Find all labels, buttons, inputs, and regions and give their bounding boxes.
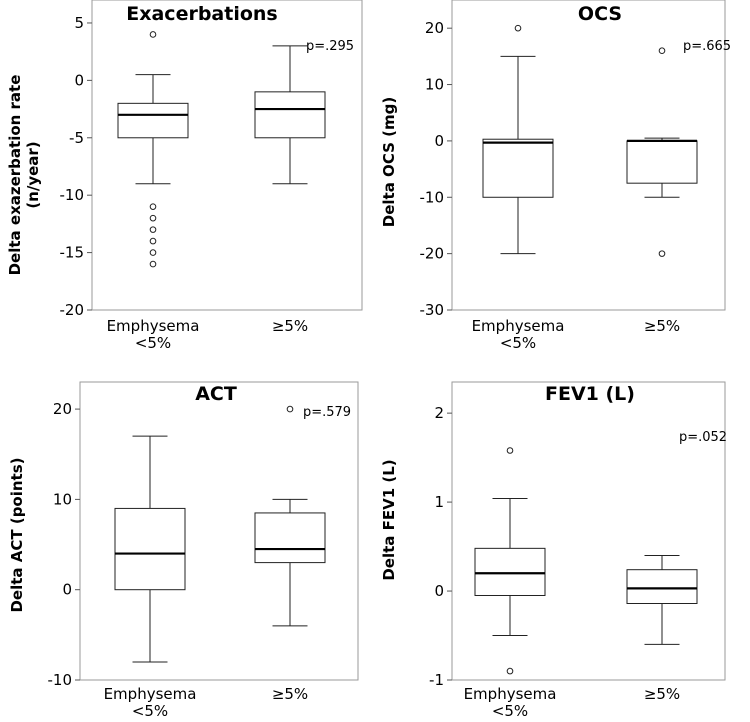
- y-tick-label: 5: [74, 14, 84, 32]
- box-2: [626, 47, 698, 257]
- y-tick-label: -10: [60, 186, 85, 204]
- outlier-point: [658, 250, 666, 257]
- y-axis-label: Delta FEV1 (L): [380, 459, 398, 580]
- y-tick-label: -10: [48, 671, 73, 689]
- outlier-point: [149, 31, 157, 38]
- y-tick-label: -10: [420, 188, 445, 206]
- chart-title: Exacerbations: [126, 3, 277, 25]
- y-axis-label: Delta exazerbation rate(n/year): [6, 75, 42, 276]
- box-2: [626, 554, 698, 645]
- chart-title: ACT: [195, 383, 237, 405]
- iqr-box: [482, 138, 554, 198]
- panel-4: FEV1 (L) Delta FEV1 (L) 2 1 0 -1 Emphysema <5% ≥…: [380, 381, 727, 720]
- plot-frame: [451, 0, 726, 311]
- plot-frame: [79, 381, 359, 681]
- y-tick-label: -1: [429, 671, 444, 689]
- panel-3: ACT Delta ACT (points) 20 10 0 -10 Emphysema <5…: [8, 381, 359, 720]
- iqr-box: [117, 102, 189, 139]
- plot-frame: [451, 381, 726, 681]
- y-tick-label: 0: [74, 71, 84, 89]
- y-tick-label: 0: [62, 581, 72, 599]
- box-2: [254, 405, 326, 627]
- outlier-point: [658, 47, 666, 55]
- outlier-point: [149, 260, 157, 268]
- outlier-point: [286, 405, 294, 413]
- category-label: ≥5%: [644, 317, 680, 335]
- category-label: Emphysema <5%: [104, 685, 197, 720]
- box-1: [474, 447, 546, 675]
- y-tick-label: 0: [434, 582, 444, 600]
- iqr-box: [474, 547, 546, 596]
- y-tick-label: 0: [434, 132, 444, 150]
- chart-title: FEV1 (L): [545, 383, 635, 405]
- y-tick-label: -20: [420, 245, 445, 263]
- outlier-point: [149, 214, 157, 222]
- category-label: Emphysema <5%: [464, 685, 557, 720]
- iqr-box: [626, 140, 698, 184]
- y-tick-label: 10: [425, 76, 444, 94]
- box-1: [482, 24, 554, 255]
- category-label: ≥5%: [272, 317, 308, 335]
- outlier-point: [506, 447, 514, 454]
- category-label: Emphysema <5%: [107, 317, 200, 352]
- y-tick-label: -15: [60, 244, 85, 262]
- p-value-label: p=.052: [679, 430, 727, 445]
- panel-2: OCS Delta OCS (mg) 20 10 0 -10 -20 -30 Emphysema…: [380, 0, 731, 352]
- iqr-box: [254, 512, 326, 564]
- outlier-point: [506, 667, 514, 675]
- p-value-label: p=.665: [683, 39, 731, 54]
- box-1: [114, 435, 186, 663]
- outlier-point: [514, 24, 522, 32]
- panel-1: Exacerbations Delta exazerbation rate(n/y…: [6, 0, 363, 352]
- y-tick-label: -30: [420, 301, 445, 319]
- p-value-label: p=.579: [303, 405, 351, 420]
- outlier-point: [149, 249, 157, 256]
- iqr-box: [254, 91, 326, 139]
- outlier-point: [149, 203, 157, 210]
- category-label: ≥5%: [272, 685, 308, 703]
- category-label: Emphysema <5%: [472, 317, 565, 352]
- p-value-label: p=.295: [306, 39, 354, 54]
- box-1: [117, 31, 189, 268]
- y-tick-label: -20: [60, 301, 85, 319]
- y-tick-label: -5: [69, 129, 84, 147]
- outlier-point: [149, 237, 157, 245]
- y-tick-label: 2: [434, 404, 444, 422]
- y-tick-label: 20: [53, 400, 72, 418]
- y-axis-label: Delta ACT (points): [8, 457, 26, 612]
- iqr-box: [114, 507, 186, 591]
- y-axis-label: Delta OCS (mg): [380, 97, 398, 227]
- category-label: ≥5%: [644, 685, 680, 703]
- plot-frame: [91, 0, 363, 311]
- outlier-point: [149, 226, 157, 233]
- chart-title: OCS: [578, 3, 622, 25]
- y-tick-label: 1: [434, 493, 444, 511]
- iqr-box: [626, 569, 698, 604]
- y-tick-label: 20: [425, 19, 444, 37]
- box-2: [254, 45, 326, 185]
- y-tick-label: 10: [53, 490, 72, 508]
